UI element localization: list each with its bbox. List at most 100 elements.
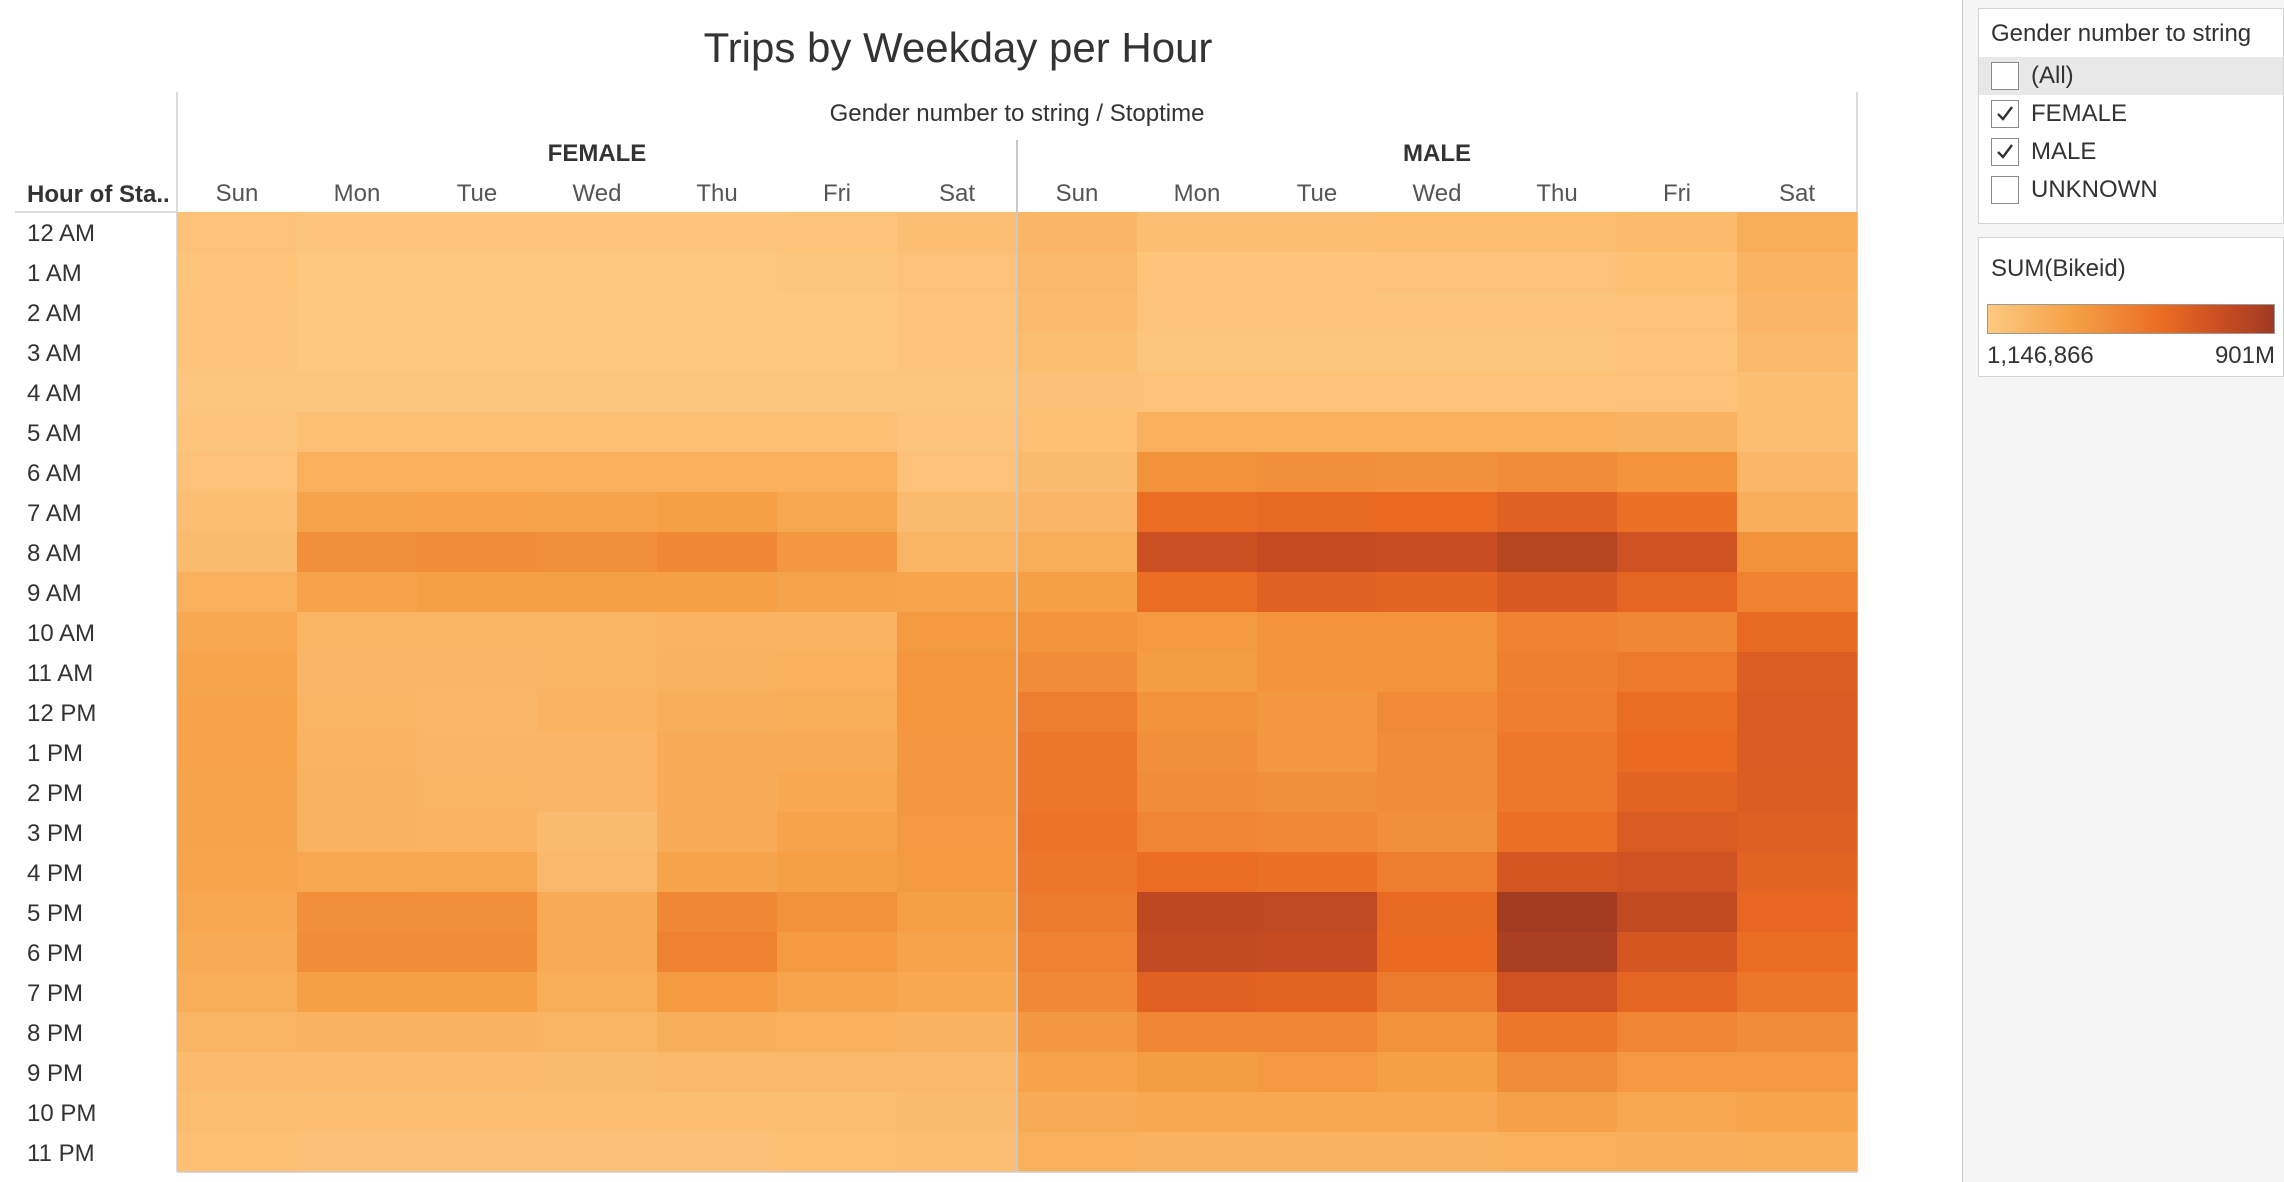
- heatmap-cell: [1257, 572, 1378, 613]
- heatmap-cell: [1137, 332, 1258, 373]
- heatmap-cell: [1137, 972, 1258, 1013]
- filter-item-female[interactable]: FEMALE: [1979, 95, 2283, 133]
- heatmap-cell: [1377, 932, 1498, 973]
- hour-label: 5 AM: [27, 420, 82, 447]
- heatmap-cell: [1257, 812, 1378, 853]
- heatmap-cell: [1377, 1092, 1498, 1133]
- heatmap-cell: [897, 612, 1018, 653]
- heatmap-cell: [777, 412, 898, 453]
- heatmap-cell: [777, 1012, 898, 1053]
- heatmap-cell: [177, 332, 298, 373]
- heatmap-cell: [1497, 892, 1618, 933]
- heatmap-cell: [1017, 812, 1138, 853]
- heatmap-cell: [1617, 1132, 1738, 1173]
- checkbox-male[interactable]: [1991, 138, 2019, 166]
- heatmap-cell: [1137, 412, 1258, 453]
- heatmap-cell: [1497, 252, 1618, 293]
- heatmap-svg: Trips by Weekday per Hour Gender number t…: [15, 24, 1858, 1173]
- filter-item-male[interactable]: MALE: [1979, 133, 2283, 171]
- checkbox-unknown[interactable]: [1991, 176, 2019, 204]
- heatmap-cell: [1737, 332, 1858, 373]
- heatmap-cell: [177, 652, 298, 693]
- heatmap-cell: [657, 332, 778, 373]
- heatmap-cell: [1617, 932, 1738, 973]
- heatmap-cell: [537, 1012, 658, 1053]
- hour-label: 3 AM: [27, 340, 82, 367]
- heatmap-cell: [1017, 252, 1138, 293]
- heatmap-cell: [1617, 1092, 1738, 1133]
- heatmap-cell: [417, 572, 538, 613]
- heatmap-cell: [1377, 372, 1498, 413]
- heatmap-cell: [1257, 612, 1378, 653]
- heatmap-cell: [537, 852, 658, 893]
- heatmap-cell: [657, 812, 778, 853]
- heatmap-cell: [297, 892, 418, 933]
- heatmap-cell: [417, 292, 538, 333]
- heatmap-cell: [657, 1052, 778, 1093]
- gender-header-male: MALE: [1403, 140, 1471, 167]
- heatmap-cell: [537, 1132, 658, 1173]
- heatmap-cell: [1617, 1052, 1738, 1093]
- heatmap-cell: [1017, 852, 1138, 893]
- heatmap-cell: [1377, 252, 1498, 293]
- heatmap-cell: [1497, 1132, 1618, 1173]
- heatmap-cell: [297, 1132, 418, 1173]
- heatmap-cell: [417, 492, 538, 533]
- heatmap-cell: [537, 972, 658, 1013]
- heatmap-cell: [1737, 492, 1858, 533]
- heatmap-cell: [1017, 332, 1138, 373]
- heatmap-cell: [1617, 252, 1738, 293]
- heatmap-cell: [177, 1012, 298, 1053]
- heatmap-cell: [1737, 972, 1858, 1013]
- heatmap-cell: [1137, 292, 1258, 333]
- heatmap-cell: [297, 972, 418, 1013]
- day-label-female-wed: Wed: [573, 180, 622, 207]
- heatmap-cell: [1137, 372, 1258, 413]
- hour-label: 8 AM: [27, 540, 82, 567]
- heatmap-cell: [1737, 692, 1858, 733]
- heatmap-cell: [177, 772, 298, 813]
- filter-label-unknown: UNKNOWN: [2031, 176, 2158, 203]
- checkbox-female[interactable]: [1991, 100, 2019, 128]
- heatmap-cell: [1017, 212, 1138, 253]
- heatmap-cell: [177, 252, 298, 293]
- heatmap-cell: [777, 332, 898, 373]
- heatmap-cell: [1017, 412, 1138, 453]
- heatmap-cell: [1017, 372, 1138, 413]
- heatmap-cell: [897, 292, 1018, 333]
- heatmap-cell: [537, 652, 658, 693]
- heatmap-cell: [1497, 1092, 1618, 1133]
- heatmap-cell: [657, 212, 778, 253]
- day-label-male-fri: Fri: [1663, 180, 1691, 207]
- heatmap-cell: [417, 252, 538, 293]
- heatmap-cell: [1497, 452, 1618, 493]
- hour-label: 10 PM: [27, 1100, 96, 1127]
- heatmap-cell: [657, 252, 778, 293]
- heatmap-cell: [1617, 652, 1738, 693]
- heatmap-cell: [297, 252, 418, 293]
- heatmap-cell: [897, 572, 1018, 613]
- heatmap-cell: [417, 452, 538, 493]
- checkbox-all[interactable]: [1991, 62, 2019, 90]
- heatmap-cell: [537, 412, 658, 453]
- heatmap-cell: [1737, 732, 1858, 773]
- heatmap-cell: [1257, 372, 1378, 413]
- filter-item-unknown[interactable]: UNKNOWN: [1979, 171, 2283, 209]
- heatmap-cell: [1617, 532, 1738, 573]
- filter-label-all: (All): [2031, 62, 2074, 89]
- day-label-female-sat: Sat: [939, 180, 975, 207]
- heatmap-cell: [1017, 892, 1138, 933]
- heatmap-cell: [897, 372, 1018, 413]
- heatmap-cell: [657, 372, 778, 413]
- filter-item-all[interactable]: (All): [1979, 57, 2283, 95]
- heatmap-cell: [177, 452, 298, 493]
- heatmap-cell: [1137, 1052, 1258, 1093]
- heatmap-cell: [657, 732, 778, 773]
- heatmap-cell: [297, 1012, 418, 1053]
- heatmap-cell: [657, 452, 778, 493]
- heatmap-cell: [177, 492, 298, 533]
- hour-label: 11 AM: [27, 660, 93, 687]
- filter-label-male: MALE: [2031, 138, 2097, 165]
- legend-min-label: 1,146,866: [1987, 342, 2094, 369]
- heatmap-cell: [1377, 732, 1498, 773]
